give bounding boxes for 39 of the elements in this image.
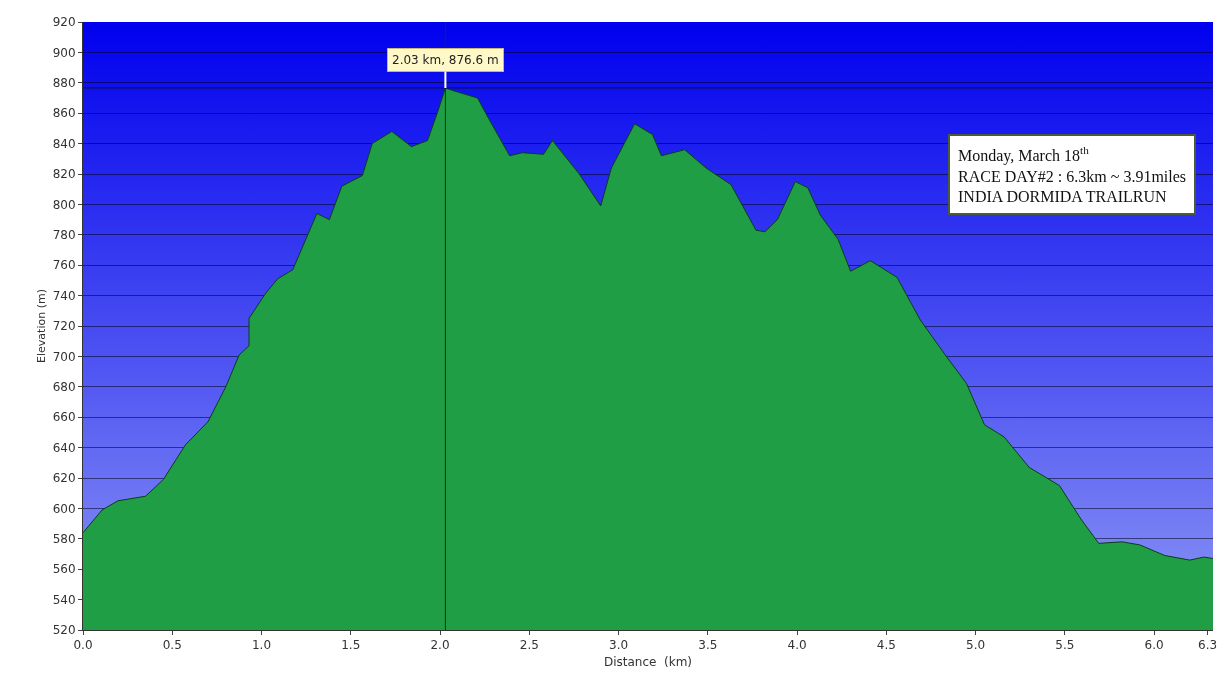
x-tick-label: 1.0 bbox=[251, 638, 272, 653]
y-tick-label: 520 bbox=[52, 623, 76, 638]
y-tick-label: 740 bbox=[52, 288, 76, 303]
x-tick-label: 0.5 bbox=[162, 638, 182, 653]
y-tick-label: 800 bbox=[52, 197, 76, 212]
x-axis-title: Distance (km) bbox=[603, 655, 693, 670]
x-tick-label: 4.0 bbox=[787, 638, 807, 653]
y-tick-label: 820 bbox=[52, 167, 76, 182]
x-tick-label: 0.0 bbox=[73, 638, 93, 653]
x-tick-label: 5.5 bbox=[1055, 638, 1075, 653]
y-tick-label: 540 bbox=[52, 592, 76, 607]
y-tick-label: 840 bbox=[52, 136, 76, 151]
y-tick-label: 560 bbox=[52, 562, 76, 577]
y-tick-label: 760 bbox=[52, 258, 76, 273]
x-tick-label: 4.5 bbox=[876, 638, 896, 653]
annotation: 2.03 km, 876.6 m bbox=[392, 53, 499, 67]
y-axis-title: Elevation (m) bbox=[35, 289, 49, 363]
y-tick-label: 920 bbox=[52, 15, 76, 30]
x-tick-label: 2.5 bbox=[519, 638, 539, 653]
y-tick-label: 900 bbox=[52, 45, 76, 60]
y-tick-label: 580 bbox=[52, 532, 76, 546]
x-tick-label: 2.0 bbox=[430, 638, 450, 653]
y-tick-label: 880 bbox=[52, 76, 76, 90]
x-tick-label: 6.0 bbox=[1144, 638, 1164, 653]
y-tick-label: 640 bbox=[52, 440, 76, 455]
y-tick-label: 680 bbox=[52, 380, 76, 394]
y-tick-label: 860 bbox=[52, 106, 76, 121]
y-tick-label: 660 bbox=[52, 410, 76, 425]
x-tick-label: 6.3 bbox=[1198, 638, 1218, 653]
y-tick-label: 620 bbox=[52, 471, 76, 486]
x-tick-label: 3.0 bbox=[609, 638, 629, 653]
y-tick-label: 700 bbox=[52, 349, 76, 364]
x-tick-label: 5.0 bbox=[966, 638, 986, 653]
annotation: Monday, March 18$^{th}$ RACE DAY#2 : 6.3km ~ 3.91miles INDIA DORMIDA TRAILRUN bbox=[958, 144, 1187, 206]
y-tick-label: 720 bbox=[52, 319, 76, 334]
x-tick-label: 3.5 bbox=[698, 638, 718, 653]
y-tick-label: 780 bbox=[52, 228, 76, 242]
y-tick-label: 600 bbox=[52, 501, 76, 516]
x-tick-label: 1.5 bbox=[341, 638, 361, 653]
